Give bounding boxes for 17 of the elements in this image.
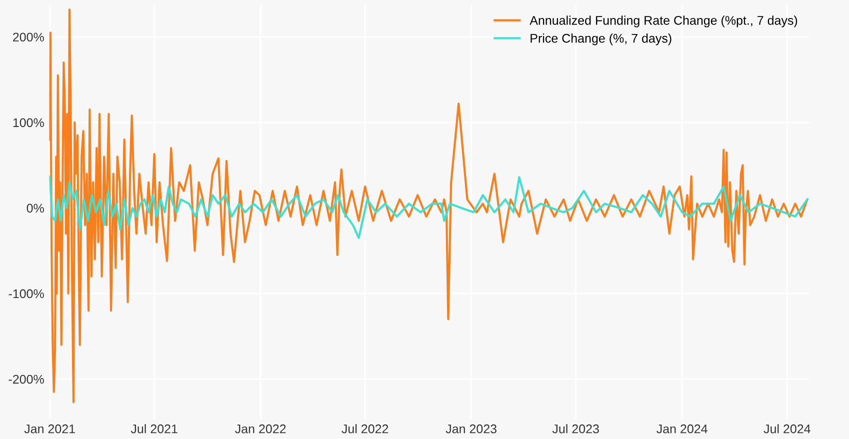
x-tick-label: Jan 2021 (24, 424, 75, 434)
y-tick-label: -100% (8, 289, 44, 298)
line-series (49, 8, 808, 404)
x-tick-label: Jan 2024 (656, 424, 708, 434)
y-tick-label: 200% (13, 32, 44, 42)
x-tick-label: Jul 2022 (342, 424, 388, 434)
legend-label: Price Change (%, 7 days) (530, 34, 672, 46)
x-tick-label: Jan 2022 (235, 424, 286, 434)
y-tick-label: -200% (8, 374, 44, 384)
x-tick-label: Jul 2023 (552, 424, 599, 434)
legend-label: Annualized Funding Rate Change (%pt., 7 days) (530, 16, 798, 28)
x-tick-label: Jul 2021 (130, 424, 178, 434)
y-tick-label: 0% (26, 204, 44, 213)
x-tick-label: Jul 2024 (764, 424, 810, 434)
line-series (49, 175, 808, 239)
y-tick-label: 100% (13, 118, 44, 128)
x-tick-label: Jan 2023 (446, 424, 496, 434)
